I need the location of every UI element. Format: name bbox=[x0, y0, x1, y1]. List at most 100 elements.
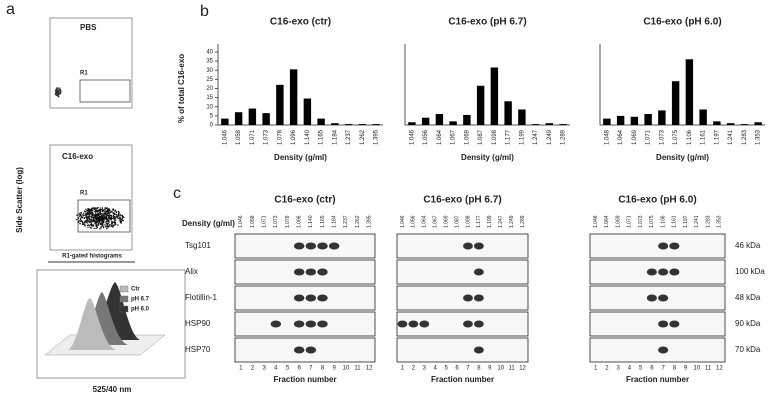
legend: Ctr pH 6.7 pH 6.0 bbox=[119, 285, 150, 313]
x-axis-label: Fraction number bbox=[431, 375, 494, 384]
x-tick-label: 1.106 bbox=[687, 129, 693, 145]
x-tick-label: 1.395 bbox=[374, 129, 380, 145]
blot-title: C16-exo (pH 6.7) bbox=[423, 195, 501, 206]
bar bbox=[303, 98, 312, 125]
x-tick-label: 1.247 bbox=[533, 129, 539, 145]
fraction-number: 5 bbox=[444, 366, 448, 372]
dot bbox=[91, 211, 94, 214]
blot-band bbox=[408, 320, 419, 328]
bar bbox=[658, 110, 666, 125]
dot bbox=[91, 225, 93, 227]
blot-band bbox=[317, 294, 328, 302]
bar bbox=[490, 67, 499, 125]
density-value: 1.078 bbox=[285, 215, 291, 228]
bar bbox=[630, 116, 639, 125]
blot-band bbox=[473, 242, 484, 250]
x-tick-label: 1.165 bbox=[319, 129, 325, 145]
dot bbox=[107, 211, 109, 214]
density-value: 1.087 bbox=[454, 215, 460, 228]
x-tick-label: 1.161 bbox=[701, 129, 707, 145]
blot-band bbox=[397, 320, 408, 328]
y-tick-label: 20 bbox=[206, 86, 213, 92]
dot bbox=[83, 214, 85, 217]
dot bbox=[101, 207, 104, 209]
dot bbox=[112, 224, 115, 227]
dot bbox=[89, 227, 92, 229]
gate-label: R1 bbox=[80, 191, 88, 197]
dot bbox=[104, 226, 107, 228]
density-value: 1.177 bbox=[476, 215, 482, 228]
dot bbox=[106, 220, 109, 222]
bar bbox=[276, 84, 284, 125]
dot bbox=[88, 225, 91, 227]
dot bbox=[58, 93, 60, 95]
blot-band bbox=[305, 242, 317, 250]
dot bbox=[110, 219, 112, 221]
density-value: 1.064 bbox=[422, 215, 428, 228]
dot bbox=[108, 220, 110, 222]
dot bbox=[90, 219, 93, 221]
x-axis-label: Density (g/ml) bbox=[656, 153, 709, 162]
legend-swatch bbox=[119, 285, 129, 293]
bar bbox=[435, 114, 444, 125]
dot bbox=[105, 223, 107, 225]
dot bbox=[110, 214, 113, 217]
dot bbox=[95, 227, 97, 230]
density-value: 1.071 bbox=[261, 215, 267, 228]
dot bbox=[87, 208, 89, 210]
dot bbox=[83, 217, 85, 220]
dot bbox=[55, 88, 57, 90]
dot bbox=[110, 221, 113, 223]
blot-band bbox=[658, 346, 669, 354]
dot bbox=[58, 95, 60, 97]
density-value: 1.289 bbox=[520, 215, 526, 228]
dot bbox=[96, 217, 99, 220]
density-value: 1.048 bbox=[593, 215, 599, 228]
x-tick-label: 1.069 bbox=[632, 129, 638, 145]
blot-box bbox=[396, 311, 529, 337]
dot bbox=[94, 222, 96, 225]
dot bbox=[105, 212, 107, 215]
dot bbox=[103, 216, 105, 219]
density-value: 1.067 bbox=[433, 215, 439, 228]
legend-swatch bbox=[119, 295, 129, 303]
x-tick-label: 1.058 bbox=[236, 129, 242, 145]
dot bbox=[91, 214, 93, 217]
dot bbox=[95, 209, 98, 211]
x-tick-label: 1.098 bbox=[492, 129, 498, 145]
density-value: 1.064 bbox=[604, 215, 610, 228]
dot bbox=[79, 218, 82, 221]
bar bbox=[713, 121, 721, 125]
dot bbox=[114, 216, 116, 219]
density-value: 1.165 bbox=[320, 215, 326, 228]
y-axis-label: % of total C16-exo bbox=[177, 54, 186, 123]
bar bbox=[344, 124, 353, 125]
blot-title: C16-exo (pH 6.0) bbox=[618, 195, 696, 206]
x-tick-label: 1.073 bbox=[264, 129, 270, 145]
dot bbox=[112, 214, 115, 216]
gate bbox=[79, 79, 131, 103]
dot bbox=[94, 219, 96, 222]
dot bbox=[58, 87, 60, 89]
dot bbox=[59, 88, 61, 90]
dot bbox=[120, 214, 122, 217]
dot bbox=[105, 225, 108, 227]
density-value: 1.140 bbox=[308, 215, 314, 228]
blot-band bbox=[305, 320, 317, 328]
dot bbox=[89, 215, 91, 218]
dot bbox=[113, 220, 116, 222]
dot bbox=[78, 215, 81, 217]
fraction-number: 8 bbox=[673, 366, 677, 372]
density-value: 1.161 bbox=[672, 215, 678, 228]
dot bbox=[85, 208, 87, 211]
dot bbox=[92, 210, 94, 212]
histogram bbox=[68, 298, 116, 350]
dot bbox=[108, 225, 110, 227]
dot bbox=[101, 225, 103, 227]
dot bbox=[91, 213, 93, 215]
dot bbox=[99, 209, 101, 212]
dot bbox=[102, 221, 104, 223]
dot bbox=[98, 215, 101, 218]
dot bbox=[88, 217, 90, 219]
legend-swatch bbox=[119, 305, 129, 313]
